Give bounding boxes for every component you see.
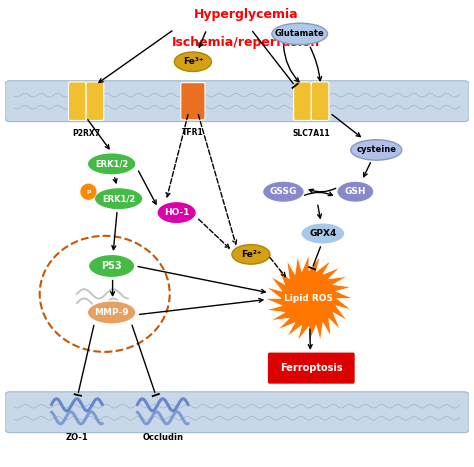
Ellipse shape xyxy=(263,181,304,202)
Text: P53: P53 xyxy=(101,261,122,271)
Text: GSSG: GSSG xyxy=(270,187,297,196)
Ellipse shape xyxy=(87,301,136,324)
FancyBboxPatch shape xyxy=(311,82,329,120)
Text: GSH: GSH xyxy=(345,187,366,196)
Text: Hyperglycemia: Hyperglycemia xyxy=(194,8,299,21)
Text: Ferroptosis: Ferroptosis xyxy=(280,363,343,373)
Ellipse shape xyxy=(94,188,143,210)
Text: SLC7A11: SLC7A11 xyxy=(292,129,330,138)
Ellipse shape xyxy=(87,153,136,175)
Ellipse shape xyxy=(157,201,196,224)
Text: Lipid ROS: Lipid ROS xyxy=(284,294,333,303)
Text: Glutamate: Glutamate xyxy=(275,29,325,38)
Ellipse shape xyxy=(232,245,270,264)
FancyBboxPatch shape xyxy=(86,82,104,120)
Circle shape xyxy=(81,184,96,199)
Ellipse shape xyxy=(174,52,211,71)
Text: P2RX7: P2RX7 xyxy=(72,129,100,138)
FancyBboxPatch shape xyxy=(181,83,205,120)
Ellipse shape xyxy=(89,255,135,277)
Polygon shape xyxy=(265,255,353,343)
Text: ERK1/2: ERK1/2 xyxy=(102,194,135,203)
FancyBboxPatch shape xyxy=(5,392,469,432)
Ellipse shape xyxy=(337,181,374,202)
Text: ZO-1: ZO-1 xyxy=(65,433,88,442)
Text: Fe³⁺: Fe³⁺ xyxy=(182,57,203,66)
Text: MMP-9: MMP-9 xyxy=(94,308,129,317)
FancyBboxPatch shape xyxy=(5,81,469,121)
Text: Fe²⁺: Fe²⁺ xyxy=(241,250,261,259)
FancyBboxPatch shape xyxy=(293,82,311,120)
Text: GPX4: GPX4 xyxy=(309,229,337,238)
Text: Ischemia/reperfusion: Ischemia/reperfusion xyxy=(172,36,320,49)
Ellipse shape xyxy=(351,140,402,160)
Text: TFR1: TFR1 xyxy=(182,128,204,137)
FancyBboxPatch shape xyxy=(68,82,86,120)
Text: HO-1: HO-1 xyxy=(164,208,190,217)
Text: ERK1/2: ERK1/2 xyxy=(95,159,128,169)
Ellipse shape xyxy=(301,223,345,244)
Ellipse shape xyxy=(272,23,328,44)
Text: cysteine: cysteine xyxy=(356,145,396,155)
FancyBboxPatch shape xyxy=(267,352,356,384)
Text: p: p xyxy=(86,189,91,194)
Text: Occludin: Occludin xyxy=(142,433,183,442)
